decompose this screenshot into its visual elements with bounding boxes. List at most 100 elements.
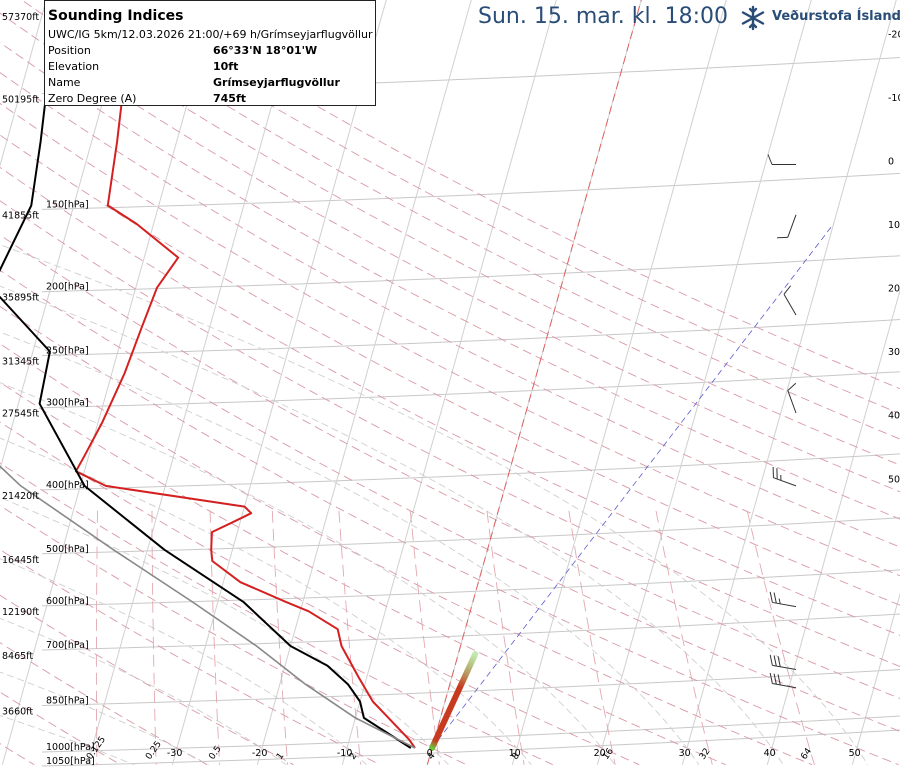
pressure-label: 600[hPa] [46, 596, 89, 607]
isotherm-line [851, 592, 900, 765]
zero-degree-isotherm [426, 0, 642, 765]
right-axis-label: 40 [888, 411, 900, 422]
right-axis-label: 50 [888, 474, 900, 485]
elevation-label: Elevation [48, 60, 100, 73]
temperature-profile [74, 0, 416, 749]
dewpoint-profile [0, 25, 412, 749]
moist-adiabat-line [0, 331, 700, 765]
isotherm-line [596, 0, 812, 765]
pressure-label: 1000[hPa] [46, 742, 95, 753]
mixing-ratio-label: 1 [275, 751, 286, 761]
isobar-line [41, 255, 900, 293]
name-label: Name [48, 76, 81, 89]
elevation-row: Elevation 10ft [48, 60, 374, 75]
mixing-ratio-line [568, 510, 616, 765]
isotherm-line [86, 0, 302, 765]
pressure-label: 300[hPa] [46, 398, 89, 409]
isobar-line [41, 453, 900, 491]
isobar-line [41, 371, 900, 409]
mixing-ratio-line [746, 510, 815, 765]
isotherm-line [341, 0, 557, 765]
mixing-ratio-label: 2 [348, 751, 359, 761]
wind-barb [783, 285, 797, 316]
temperature-tick-label: 40 [764, 748, 776, 759]
snowflake-icon [741, 5, 765, 31]
zero-degree-label: Zero Degree (A) [48, 92, 137, 105]
temperature-tick-label: -10 [337, 748, 353, 759]
isobar-line [41, 569, 900, 607]
isobar-line [41, 319, 900, 356]
altitude-label: 35895ft [2, 293, 39, 304]
temperature-tick-label: 50 [849, 748, 861, 759]
pressure-label: 400[hPa] [46, 480, 89, 491]
temperature-tick-label: 20 [594, 748, 606, 759]
mixing-ratio-line [486, 510, 525, 765]
dry-adiabat-line [0, 381, 726, 766]
right-axis-label: 30 [888, 347, 900, 358]
dry-adiabat-line [0, 743, 35, 766]
temperature-tick-label: -20 [252, 748, 268, 759]
isobar-line [41, 715, 900, 753]
dry-adiabat-line [141, 0, 900, 390]
wind-barb [777, 214, 797, 239]
isotherm-line [766, 288, 900, 765]
isotherm-line [171, 0, 387, 765]
moist-adiabat-line [0, 382, 616, 765]
right-axis-label: 0 [888, 156, 894, 167]
wind-barb [772, 466, 797, 487]
moist-adiabat-line [0, 558, 367, 766]
altitude-label: 3660ft [2, 707, 33, 718]
mixing-ratio-line [151, 510, 157, 765]
isotherm-line [0, 0, 47, 168]
pressure-label: 500[hPa] [46, 544, 89, 555]
mixing-ratio-line [95, 510, 98, 765]
logo-text: Veðurstofa Íslands [772, 9, 900, 24]
model-run-label: UWC/IG 5km/12.03.2026 21:00/+69 h/Grímse… [48, 28, 373, 41]
mixing-ratio-label: 64 [799, 746, 814, 761]
pressure-label: 200[hPa] [46, 282, 89, 293]
zero-degree-value: 745ft [213, 92, 247, 105]
panel-title: Sounding Indices [48, 8, 184, 24]
isobar-line [41, 669, 900, 706]
isotherm-line [256, 0, 472, 765]
mixing-ratio-label: 4 [426, 751, 438, 762]
isobar-line [41, 517, 900, 555]
wind-barbs [767, 154, 797, 689]
pressure-label: 700[hPa] [46, 640, 89, 651]
name-row: Name Grímseyjarflugvöllur [48, 76, 374, 91]
mixing-ratio-line [338, 510, 362, 765]
altitude-label: 57370ft [2, 12, 39, 23]
wind-barb [787, 382, 797, 414]
temperature-tick-label: 0 [427, 748, 433, 759]
pressure-label: 850[hPa] [46, 696, 89, 707]
moist-adiabat-line [0, 437, 532, 765]
moist-adiabat-line [0, 244, 869, 765]
dry-adiabat-line [0, 421, 640, 766]
right-axis-label: -20 [888, 29, 900, 40]
altitude-label: 21420ft [2, 491, 39, 502]
pressure-label: 1050[hPa] [46, 756, 95, 767]
forecast-time-headline: Sun. 15. mar. kl. 18:00 [478, 4, 728, 29]
temperature-tick-label: 10 [509, 748, 521, 759]
dry-adiabat-line [0, 462, 553, 766]
altitude-label: 8465ft [2, 651, 33, 662]
mixing-ratio-line [271, 510, 289, 765]
moist-adiabat-line [0, 617, 287, 766]
pressure-label: 150[hPa] [46, 199, 89, 210]
surface-layer-segment [429, 651, 479, 751]
isobar-line [41, 172, 900, 210]
right-axis-label: 10 [888, 220, 900, 231]
parcel-curve [0, 465, 416, 749]
position-row: Position 66°33'N 18°01'W [48, 44, 374, 59]
